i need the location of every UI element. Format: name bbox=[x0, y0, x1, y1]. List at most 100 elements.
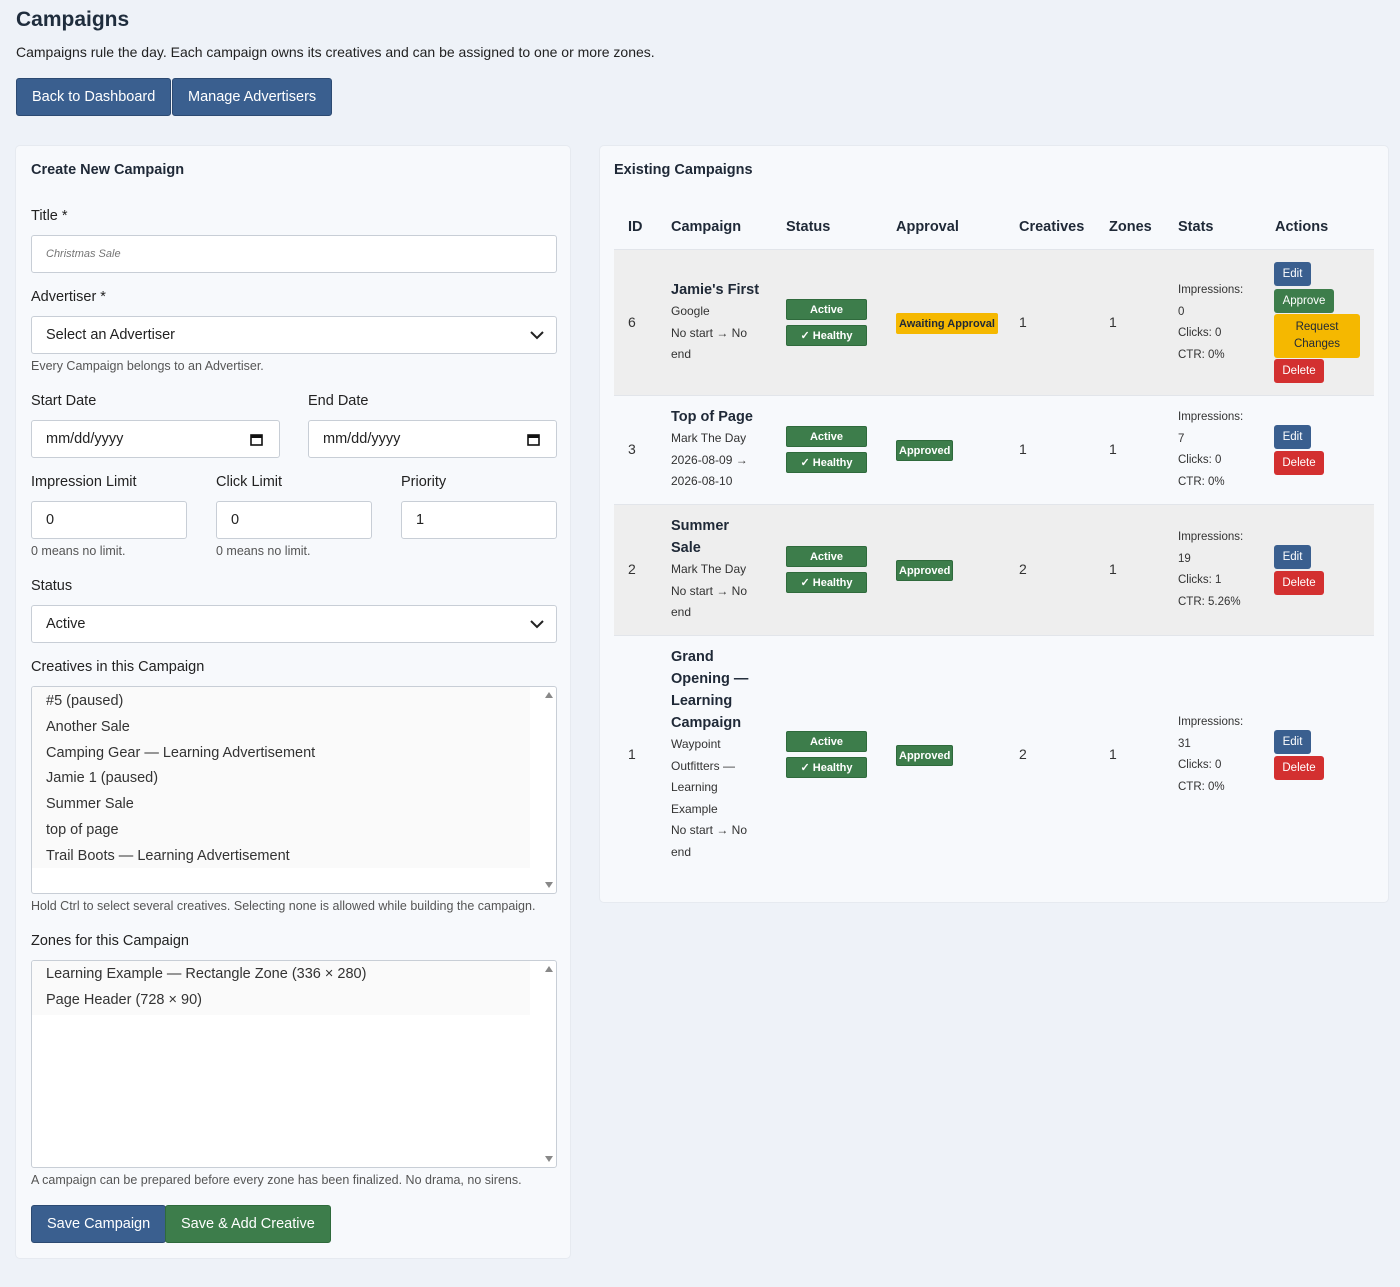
campaign-dates: 2026-08-10 bbox=[671, 474, 733, 489]
creatives-count: 1 bbox=[1019, 314, 1027, 330]
scroll-up-arrow-icon[interactable] bbox=[545, 966, 553, 972]
column-header-stats: Stats bbox=[1178, 219, 1214, 235]
creatives-options-background bbox=[32, 687, 530, 868]
impression-limit-input[interactable]: 0 bbox=[31, 501, 187, 539]
zone-option[interactable]: Page Header (728 × 90) bbox=[46, 991, 202, 1008]
campaign-advertiser: Example bbox=[671, 801, 718, 816]
stat-line: CTR: 0% bbox=[1178, 780, 1225, 793]
campaign-dates: end bbox=[671, 605, 692, 620]
approval-badge: Approved bbox=[896, 745, 954, 766]
page-description: Campaigns rule the day. Each campaign ow… bbox=[16, 44, 655, 60]
start-date-input[interactable]: mm/dd/yyyy bbox=[31, 420, 280, 458]
creative-option[interactable]: Summer Sale bbox=[46, 796, 134, 813]
save-campaign-button[interactable]: Save Campaign bbox=[31, 1205, 167, 1243]
campaign-dates: No start → No bbox=[671, 823, 748, 838]
column-header-id: ID bbox=[628, 219, 643, 235]
scroll-up-arrow-icon[interactable] bbox=[545, 692, 553, 698]
advertiser-help: Every Campaign belongs to an Advertiser. bbox=[31, 359, 264, 373]
creative-option[interactable]: Jamie 1 (paused) bbox=[46, 770, 159, 787]
zones-listbox[interactable]: Learning Example — Rectangle Zone (336 ×… bbox=[31, 960, 557, 1168]
edit-button[interactable]: Edit bbox=[1274, 545, 1311, 569]
status-select[interactable]: Active bbox=[31, 605, 557, 643]
zones-label: Zones for this Campaign bbox=[31, 933, 189, 949]
start-date-value: mm/dd/yyyy bbox=[46, 431, 124, 447]
zones-count: 1 bbox=[1109, 441, 1117, 457]
stats-cell: Impressions: 0 Clicks: 0 CTR: 0% bbox=[1178, 280, 1243, 366]
impression-limit-label: Impression Limit bbox=[31, 474, 137, 490]
campaign-dates: end bbox=[671, 347, 692, 362]
creative-option[interactable]: top of page bbox=[46, 821, 119, 838]
delete-button[interactable]: Delete bbox=[1274, 451, 1324, 475]
back-to-dashboard-button[interactable]: Back to Dashboard bbox=[16, 78, 172, 116]
row-id: 3 bbox=[628, 441, 636, 457]
scroll-down-arrow-icon[interactable] bbox=[545, 882, 553, 888]
column-header-campaign: Campaign bbox=[671, 219, 742, 235]
priority-input[interactable]: 1 bbox=[401, 501, 557, 539]
campaign-advertiser: Mark The Day bbox=[671, 562, 747, 576]
status-badge: Active bbox=[786, 546, 867, 567]
campaign-cell: Top of Page Mark The Day 2026-08-09 → 20… bbox=[671, 406, 766, 493]
click-limit-input[interactable]: 0 bbox=[216, 501, 372, 539]
status-badge: Active bbox=[786, 731, 867, 752]
calendar-icon bbox=[527, 434, 540, 446]
impression-limit-help: 0 means no limit. bbox=[31, 544, 126, 558]
stat-line: 19 bbox=[1178, 552, 1191, 565]
end-date-input[interactable]: mm/dd/yyyy bbox=[308, 420, 557, 458]
campaign-title: Summer bbox=[671, 518, 730, 534]
creative-option[interactable]: Trail Boots — Learning Advertisement bbox=[46, 847, 290, 864]
creatives-listbox[interactable]: #5 (paused) Another Sale Camping Gear — … bbox=[31, 686, 557, 894]
creative-option[interactable]: Another Sale bbox=[46, 718, 130, 735]
campaign-advertiser: Mark The Day bbox=[671, 431, 747, 445]
start-date-label: Start Date bbox=[31, 393, 97, 409]
creatives-count: 2 bbox=[1019, 561, 1027, 577]
status-badge: Active bbox=[786, 426, 867, 447]
zone-option[interactable]: Learning Example — Rectangle Zone (336 ×… bbox=[46, 966, 367, 982]
campaign-dates: end bbox=[671, 844, 692, 859]
campaign-title: Campaign bbox=[671, 715, 742, 731]
manage-advertisers-button[interactable]: Manage Advertisers bbox=[172, 78, 333, 116]
stat-line: 0 bbox=[1178, 305, 1185, 318]
campaign-advertiser: Waypoint bbox=[671, 737, 721, 751]
column-header-actions: Actions bbox=[1275, 219, 1329, 235]
health-badge: ✓ Healthy bbox=[786, 757, 867, 778]
chevron-down-icon bbox=[530, 620, 544, 629]
title-label: Title * bbox=[31, 208, 68, 224]
campaign-title: Top of Page bbox=[671, 409, 753, 425]
creative-option[interactable]: #5 (paused) bbox=[46, 693, 124, 709]
campaign-cell: Summer Sale Mark The Day No start → No e… bbox=[671, 515, 766, 624]
chevron-down-icon bbox=[530, 331, 544, 340]
campaign-advertiser: Outfitters — bbox=[671, 758, 736, 773]
advertiser-select[interactable]: Select an Advertiser bbox=[31, 316, 557, 354]
creatives-help: Hold Ctrl to select several creatives. S… bbox=[31, 899, 536, 913]
approve-button[interactable]: Approve bbox=[1274, 289, 1334, 313]
stat-line: Clicks: 1 bbox=[1178, 574, 1222, 587]
edit-button[interactable]: Edit bbox=[1274, 425, 1311, 449]
title-input[interactable] bbox=[31, 235, 557, 273]
creative-option[interactable]: Camping Gear — Learning Advertisement bbox=[46, 744, 316, 761]
stat-line: Clicks: 0 bbox=[1178, 454, 1222, 467]
campaign-advertiser: Learning bbox=[671, 780, 718, 795]
row-id: 2 bbox=[628, 561, 636, 577]
scroll-down-arrow-icon[interactable] bbox=[545, 1156, 553, 1162]
advertiser-select-value: Select an Advertiser bbox=[46, 327, 175, 343]
campaign-cell: Grand Opening — Learning Campaign Waypoi… bbox=[671, 646, 766, 864]
delete-button[interactable]: Delete bbox=[1274, 359, 1324, 383]
table-row bbox=[614, 635, 1374, 875]
stat-line: Impressions: bbox=[1178, 531, 1244, 543]
click-limit-value: 0 bbox=[231, 512, 240, 528]
column-header-approval: Approval bbox=[896, 219, 959, 235]
delete-button[interactable]: Delete bbox=[1274, 756, 1324, 780]
save-and-add-creative-button[interactable]: Save & Add Creative bbox=[165, 1205, 331, 1243]
edit-button[interactable]: Edit bbox=[1274, 262, 1311, 286]
campaign-dates: No start → No bbox=[671, 583, 748, 598]
edit-button[interactable]: Edit bbox=[1274, 730, 1311, 754]
stat-line: CTR: 0% bbox=[1178, 475, 1225, 488]
delete-button[interactable]: Delete bbox=[1274, 571, 1324, 595]
stat-line: Impressions: bbox=[1178, 284, 1244, 296]
column-header-zones: Zones bbox=[1109, 219, 1152, 235]
page-title: Campaigns bbox=[16, 8, 130, 31]
request-changes-button[interactable]: Request Changes bbox=[1274, 314, 1360, 358]
existing-campaigns-heading: Existing Campaigns bbox=[614, 162, 753, 178]
end-date-label: End Date bbox=[308, 393, 369, 409]
campaign-cell: Jamie's First Google No start → No end bbox=[671, 279, 766, 366]
